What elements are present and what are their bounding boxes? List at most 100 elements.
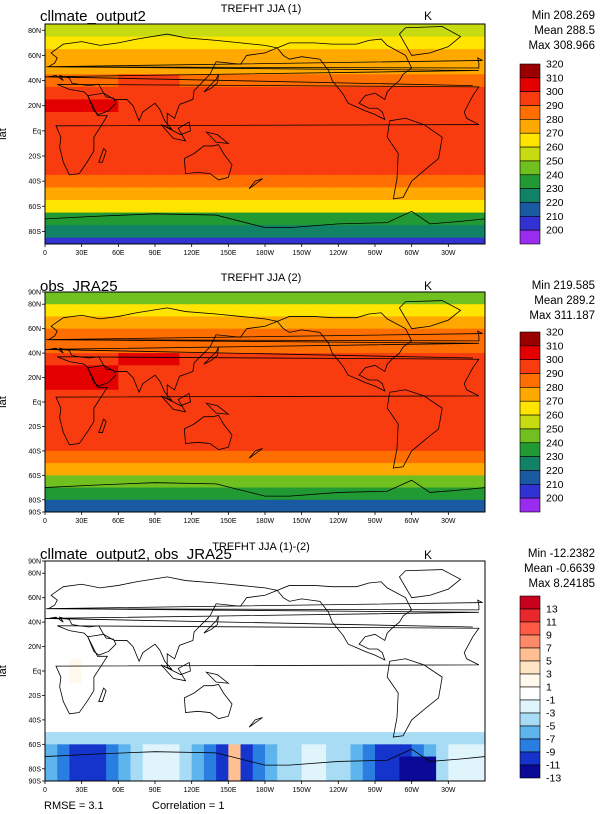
field-cell bbox=[252, 377, 266, 391]
field-cell bbox=[228, 174, 242, 189]
field-cell bbox=[265, 597, 278, 611]
field-cell bbox=[301, 74, 315, 88]
field-cell bbox=[45, 671, 58, 684]
field-cell bbox=[265, 340, 278, 354]
lat-tick-label: 90S bbox=[29, 779, 42, 786]
field-cell bbox=[45, 174, 58, 189]
field-cell bbox=[448, 74, 462, 88]
field-cell bbox=[45, 732, 58, 745]
field-cell bbox=[338, 609, 352, 623]
field-cell bbox=[326, 719, 339, 733]
field-cell bbox=[338, 622, 352, 635]
rmse-label: RMSE = 3.1 bbox=[44, 800, 104, 812]
field-cell bbox=[448, 149, 462, 163]
colorbar-label: 260 bbox=[546, 410, 564, 422]
field-cell bbox=[57, 365, 71, 379]
field-cell bbox=[338, 646, 352, 660]
field-cell bbox=[142, 438, 156, 452]
field-cell bbox=[130, 137, 144, 151]
field-cell bbox=[472, 200, 485, 214]
field-cell bbox=[289, 137, 303, 151]
field-cell bbox=[460, 49, 474, 63]
field-cell bbox=[81, 304, 95, 318]
field-cell bbox=[155, 487, 168, 501]
field-cell bbox=[57, 450, 71, 464]
lon-tick-label: 30W bbox=[441, 250, 456, 257]
field-cell bbox=[375, 768, 388, 781]
field-cell bbox=[155, 340, 168, 354]
field-cell bbox=[423, 438, 437, 452]
field-cell bbox=[252, 149, 266, 163]
field-cell bbox=[228, 597, 242, 611]
field-cell bbox=[362, 719, 376, 733]
field-cell bbox=[81, 573, 95, 587]
field-cell bbox=[191, 212, 205, 226]
field-cell bbox=[155, 671, 168, 684]
field-cell bbox=[155, 304, 168, 318]
field-cell bbox=[179, 377, 193, 391]
field-cell bbox=[130, 316, 144, 330]
field-cell bbox=[277, 573, 291, 587]
field-cell bbox=[69, 49, 83, 63]
field-cell bbox=[81, 719, 95, 733]
field-cell bbox=[472, 316, 485, 330]
field-cell bbox=[118, 463, 132, 476]
field-cell bbox=[191, 316, 205, 330]
field-cell bbox=[289, 365, 303, 379]
field-cell bbox=[277, 463, 291, 476]
field-cell bbox=[326, 365, 339, 379]
field-cell bbox=[472, 86, 485, 101]
field-cell bbox=[142, 365, 156, 379]
field-cell bbox=[423, 475, 437, 489]
field-cell bbox=[191, 112, 205, 126]
field-cell bbox=[472, 162, 485, 176]
field-cell bbox=[326, 112, 339, 126]
field-cell bbox=[411, 149, 425, 163]
panel2-min: Min 219.585 bbox=[531, 280, 595, 292]
field-cell bbox=[289, 426, 303, 440]
field-cell bbox=[216, 237, 229, 244]
field-cell bbox=[93, 414, 107, 428]
field-cell bbox=[155, 212, 168, 226]
field-cell bbox=[240, 756, 254, 770]
field-cell bbox=[326, 756, 339, 770]
field-cell bbox=[265, 124, 278, 138]
lon-tick-label: 150W bbox=[293, 250, 312, 257]
panel1-subtitle: TREFHT JJA (1) bbox=[220, 3, 302, 15]
field-cell bbox=[338, 463, 352, 476]
field-cell bbox=[203, 585, 217, 599]
field-cell bbox=[375, 438, 388, 452]
field-cell bbox=[203, 365, 217, 379]
field-cell bbox=[387, 377, 401, 391]
field-cell bbox=[399, 316, 413, 330]
field-cell bbox=[448, 597, 462, 611]
field-cell bbox=[375, 487, 388, 501]
field-cell bbox=[216, 732, 229, 745]
field-cell bbox=[106, 61, 119, 75]
field-cell bbox=[265, 174, 278, 189]
field-cell bbox=[118, 707, 132, 721]
field-cell bbox=[45, 573, 58, 587]
field-cell bbox=[81, 353, 95, 366]
field-cell bbox=[179, 719, 193, 733]
field-cell bbox=[240, 86, 254, 101]
field-cell bbox=[142, 225, 156, 239]
field-cell bbox=[277, 671, 291, 684]
field-cell bbox=[179, 732, 193, 745]
field-cell bbox=[93, 573, 107, 587]
lon-tick-label: 120E bbox=[183, 787, 200, 794]
field-cell bbox=[399, 365, 413, 379]
field-cell bbox=[142, 475, 156, 489]
field-cell bbox=[460, 646, 474, 660]
field-cell bbox=[45, 597, 58, 611]
field-cell bbox=[448, 634, 462, 648]
field-cell bbox=[460, 365, 474, 379]
field-cell bbox=[411, 99, 425, 113]
field-cell bbox=[326, 597, 339, 611]
field-cell bbox=[179, 389, 193, 403]
colorbar-swatch bbox=[519, 686, 541, 701]
field-cell bbox=[69, 499, 83, 512]
field-cell bbox=[277, 353, 291, 366]
field-cell bbox=[362, 426, 376, 440]
field-cell bbox=[301, 377, 315, 391]
